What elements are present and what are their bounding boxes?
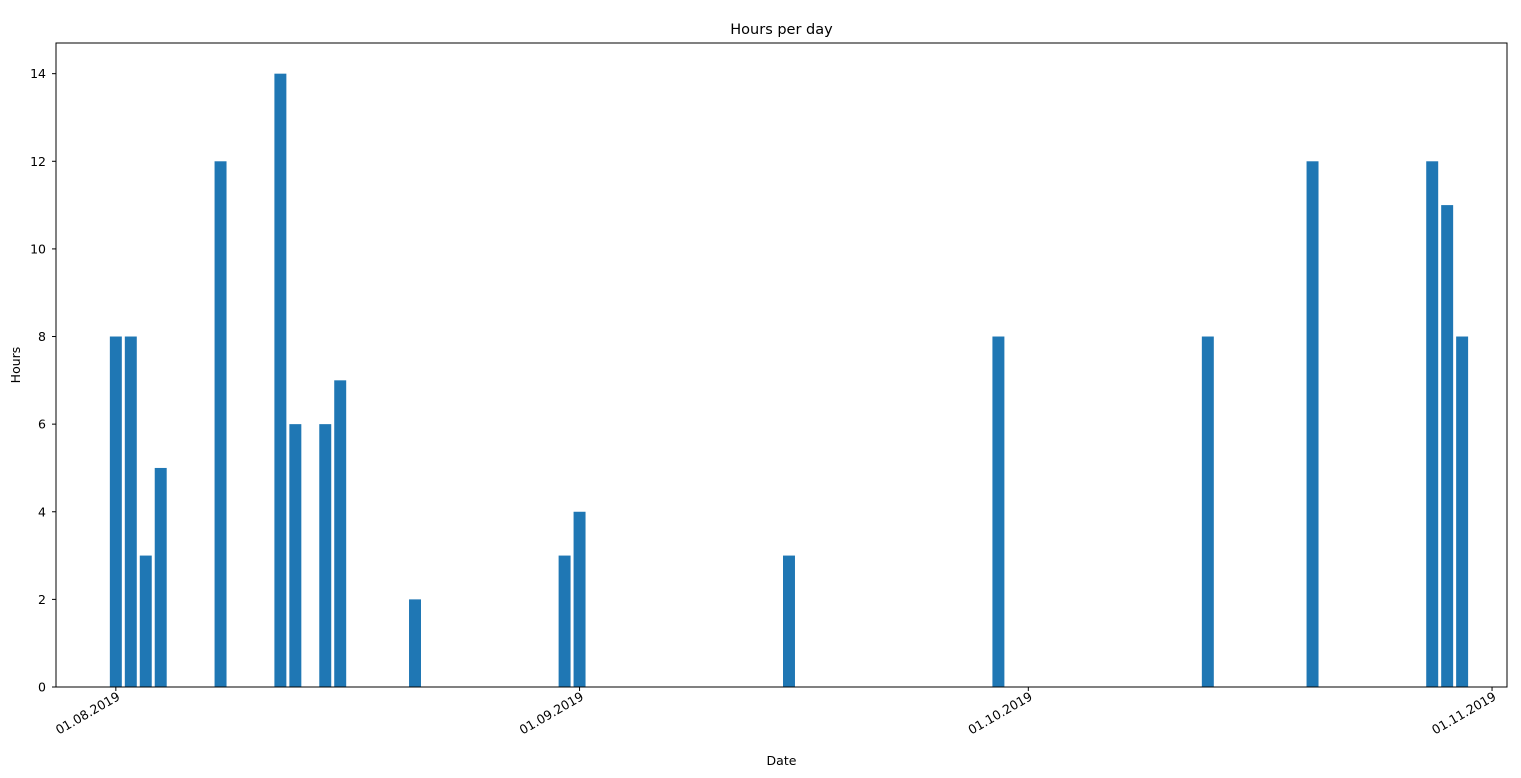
bar-2019-08-21: [409, 599, 421, 687]
y-tick-label: 6: [38, 417, 46, 432]
y-tick-label: 8: [38, 329, 46, 344]
x-axis-label: Date: [767, 753, 797, 768]
bar-2019-08-08: [214, 161, 227, 688]
y-tick-label: 0: [38, 680, 46, 695]
y-tick-label: 10: [30, 241, 46, 256]
y-tick-label: 4: [38, 504, 46, 519]
bar-2019-08-12: [274, 73, 287, 688]
bar-2019-08-03: [139, 555, 152, 687]
bars-group: [109, 73, 1469, 688]
bar-2019-08-31: [558, 555, 571, 687]
y-axis: 0 2 4 6 8 10 12 14: [30, 66, 56, 695]
y-tick-label: 2: [38, 592, 46, 607]
bar-2019-08-01: [109, 336, 122, 687]
bar-2019-09-15: [783, 555, 795, 687]
bar-2019-08-16: [334, 380, 347, 687]
bar-2019-10-29: [1441, 205, 1454, 687]
y-tick-label: 14: [30, 66, 46, 81]
bar-2019-10-13: [1201, 336, 1214, 687]
bar-2019-09-29: [992, 336, 1005, 687]
bar-2019-09-01: [573, 511, 586, 687]
bar-2019-10-28: [1426, 161, 1439, 688]
y-axis-label: Hours: [8, 347, 23, 384]
bar-2019-10-20: [1306, 161, 1319, 688]
bar-2019-10-30: [1456, 336, 1469, 687]
bar-2019-08-15: [319, 424, 332, 687]
bar-2019-08-02: [124, 336, 137, 687]
bar-2019-08-13: [289, 424, 302, 687]
bar-2019-08-04: [154, 467, 167, 687]
plot-frame: [55, 42, 1508, 688]
chart-title: Hours per day: [730, 22, 833, 38]
y-tick-label: 12: [30, 154, 46, 169]
